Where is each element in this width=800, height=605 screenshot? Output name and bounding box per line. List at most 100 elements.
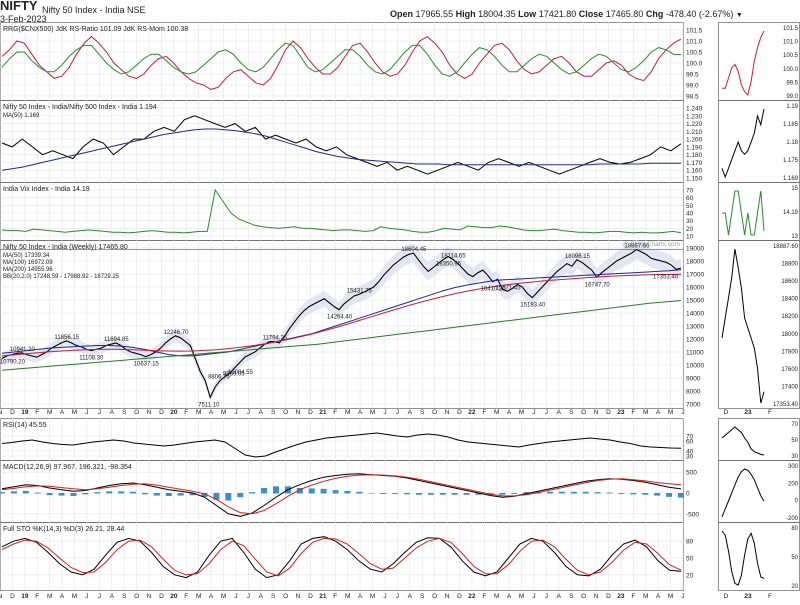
y-tick-label: 1.170: [686, 160, 703, 167]
y-tick-label: 50: [686, 203, 694, 210]
macd-histogram-bar: [177, 493, 184, 496]
macd-histogram-bar: [511, 493, 518, 494]
macd-histogram-bar: [380, 493, 387, 494]
low-label: Low: [518, 9, 537, 19]
chart-date: 3-Feb-2023: [0, 14, 47, 24]
x-tick-label: 20: [170, 409, 178, 416]
x-tick-label: D: [457, 593, 462, 600]
side-y-tick-label: 1.18: [786, 140, 798, 146]
chg-value: -478.40 (-2.67%): [665, 9, 734, 19]
panel-title: Full STO %K(14,3) %D(3) 26.21, 28.44: [3, 526, 124, 533]
x-tick-label: N: [594, 593, 599, 600]
side-x-tick-label: D: [724, 593, 729, 600]
x-tick-label: J: [545, 409, 548, 416]
y-tick-label: 1.210: [686, 129, 703, 136]
x-tick-label: N: [445, 409, 450, 416]
side-y-tick-label: 80: [791, 526, 798, 532]
chg-dropdown-icon[interactable]: ▼: [735, 12, 743, 19]
x-tick-label: F: [35, 409, 39, 416]
side-y-tick-label: 17800: [781, 349, 798, 355]
y-tick-label: -500: [686, 511, 699, 518]
side-x-tick-label: 23: [744, 593, 752, 600]
high-label: High: [455, 9, 476, 19]
y-tick-label: 15000: [686, 298, 704, 305]
x-tick-label: J: [383, 593, 386, 600]
y-tick-label: 18000: [686, 259, 704, 266]
y-tick-label: 100.0: [686, 61, 703, 68]
y-tick-label: 99.0: [686, 83, 699, 90]
x-tick-label: J: [85, 593, 88, 600]
macd-histogram-bar: [10, 491, 17, 494]
x-tick-label: A: [507, 409, 512, 416]
x-tick-label: A: [259, 593, 264, 600]
side-y-tick-label: 14.19: [783, 210, 799, 216]
price-annotation: 18096.15: [565, 254, 591, 260]
x-tick-label: N: [0, 593, 3, 600]
y-tick-label: 8000: [686, 389, 701, 396]
x-tick-label: J: [396, 593, 399, 600]
macd-histogram-bar: [94, 492, 101, 494]
price-annotation: 10004.55: [228, 370, 254, 376]
series-line: [1, 115, 682, 175]
y-tick-label: 17000: [686, 272, 704, 279]
panel-frame: [0, 240, 684, 409]
x-tick-label: M: [494, 593, 499, 600]
y-tick-label: 20: [686, 572, 694, 579]
x-tick-label: A: [60, 593, 65, 600]
macd-histogram-bar: [82, 493, 89, 495]
x-tick-label: 21: [319, 409, 327, 416]
x-tick-label: M: [345, 593, 350, 600]
macd-histogram-bar: [427, 493, 434, 495]
series-line: [1, 42, 682, 77]
chart-subtitle: Nifty 50 Index - India NSE: [42, 5, 146, 15]
x-tick-label: A: [656, 409, 661, 416]
macd-histogram-bar: [34, 492, 41, 494]
x-tick-label: M: [72, 409, 77, 416]
subtitle-block: Nifty 50 Index - India NSE: [42, 0, 146, 18]
macd-histogram-bar: [70, 493, 77, 496]
x-tick-label: O: [432, 593, 437, 600]
side-y-tick-label: 20: [791, 584, 798, 590]
macd-histogram-bar: [320, 488, 327, 494]
x-tick-label: J: [383, 409, 386, 416]
side-y-tick-label: 18887.60: [773, 244, 799, 250]
macd-histogram-bar: [582, 491, 589, 494]
high-value: 18004.35: [478, 9, 516, 19]
y-tick-label: 70: [686, 188, 694, 195]
price-annotation: 9889.05: [223, 371, 245, 377]
macd-histogram-bar: [618, 493, 625, 494]
side-y-tick-label: 300: [788, 464, 799, 470]
y-tick-label: 1.160: [686, 168, 703, 175]
price-annotation: 11794.25: [263, 336, 288, 342]
macd-histogram-bar: [475, 493, 482, 495]
side-series-line: [721, 530, 765, 586]
open-label: Open: [390, 9, 414, 19]
y-tick-label: 1.150: [686, 176, 703, 183]
x-tick-label: O: [134, 409, 139, 416]
side-y-tick-label: 200: [788, 481, 799, 487]
x-tick-label: D: [606, 593, 611, 600]
x-tick-label: D: [606, 409, 611, 416]
x-tick-label: M: [370, 409, 375, 416]
x-tick-label: J: [98, 593, 101, 600]
series-line: [1, 188, 682, 234]
x-tick-label: D: [10, 409, 15, 416]
macd-histogram-bar: [141, 493, 148, 495]
y-tick-label: 12000: [686, 337, 704, 344]
price-annotation: 10790.20: [0, 360, 26, 366]
macd-histogram-bar: [594, 492, 601, 494]
legend-entry: BB(20,2.0) 17248.59 - 17988.92 - 18729.2…: [3, 274, 120, 280]
x-tick-label: J: [545, 593, 548, 600]
macd-histogram-bar: [261, 488, 268, 494]
price-annotation: 12246.70: [163, 330, 189, 336]
x-tick-label: 19: [21, 593, 29, 600]
x-tick-label: A: [110, 409, 115, 416]
macd-histogram-bar: [630, 493, 637, 495]
macd-histogram-bar: [546, 491, 553, 494]
y-tick-label: 1.240: [686, 106, 703, 113]
macd-histogram-bar: [463, 493, 470, 495]
series-line: [1, 536, 682, 579]
side-y-tick-label: 18000: [781, 332, 798, 338]
x-tick-label: 23: [617, 593, 625, 600]
